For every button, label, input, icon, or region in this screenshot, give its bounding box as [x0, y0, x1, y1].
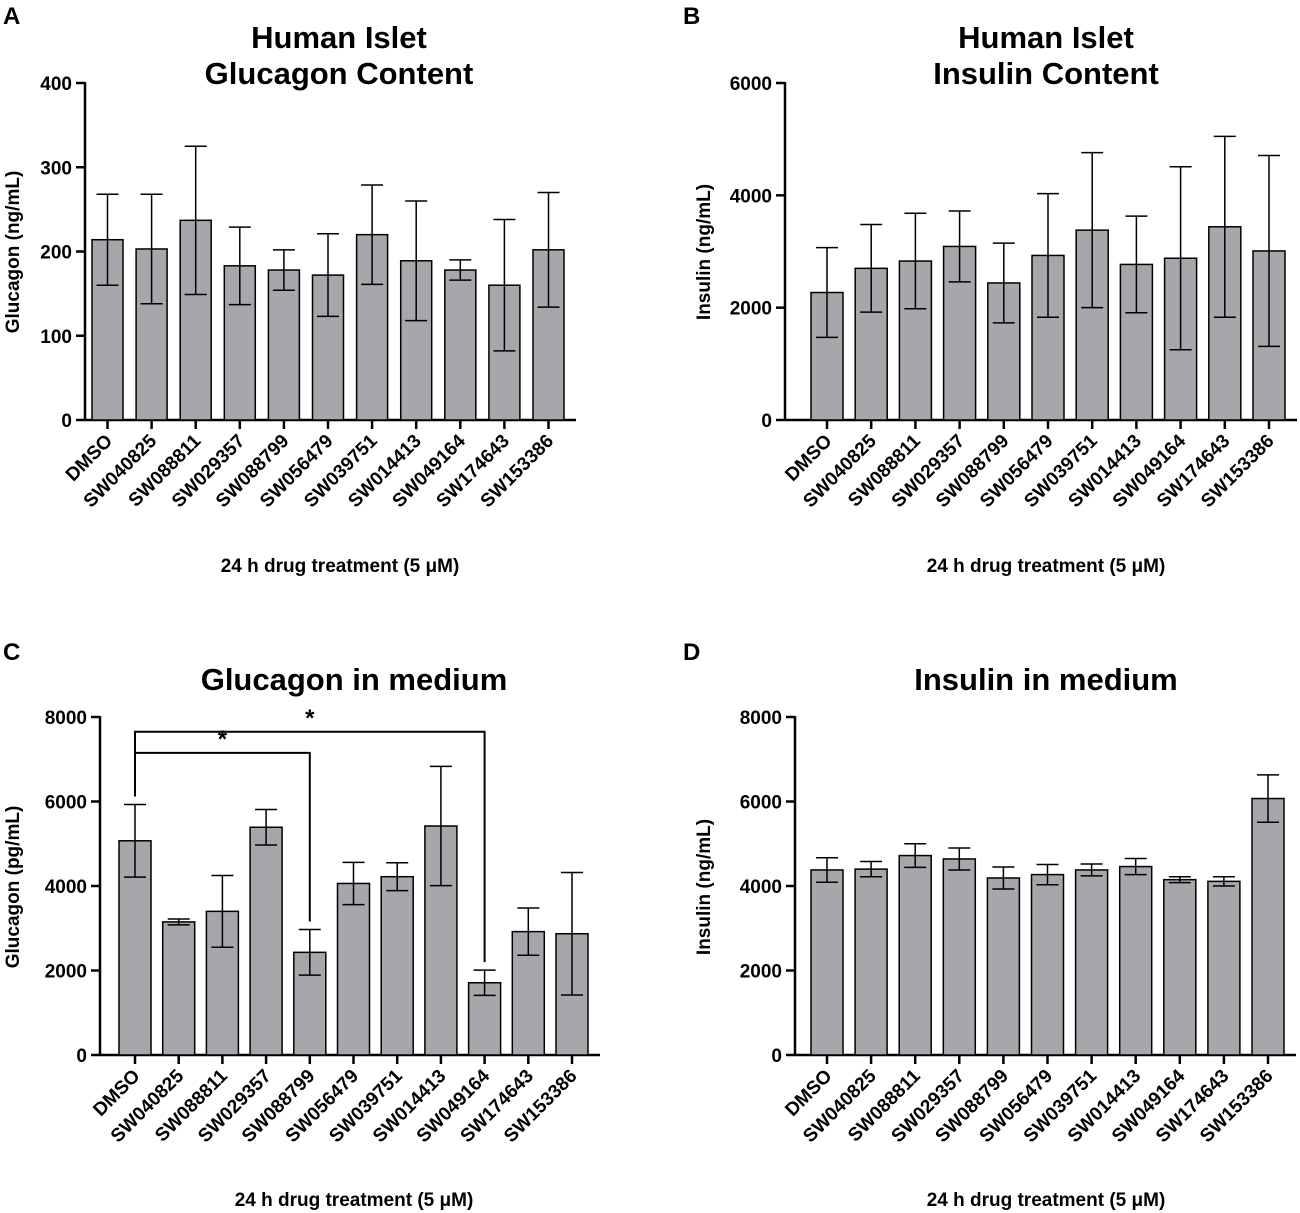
y-tick-label: 200 [40, 243, 72, 264]
bar-sw056479 [336, 882, 371, 1056]
chart-title: Insulin in medium [914, 662, 1178, 697]
y-tick-label: 0 [61, 411, 72, 432]
x-axis-label: 24 h drug treatment (5 μM) [221, 556, 460, 577]
bar-sw056479 [1030, 873, 1065, 1056]
y-tick-label: 0 [771, 1046, 782, 1067]
y-tick-label: 4000 [740, 877, 782, 898]
significance-label: * [218, 726, 228, 753]
y-axis-label: Glucagon (ng/mL) [3, 171, 24, 334]
bar-sw049164 [444, 269, 477, 421]
y-axis-label: Glucagon (pg/mL) [3, 806, 24, 969]
y-tick-label: 2000 [45, 962, 87, 983]
significance-bracket [134, 730, 486, 963]
chart-title: Glucagon Content [205, 56, 474, 91]
bar-sw174643 [1207, 880, 1241, 1056]
bar-sw088811 [898, 854, 932, 1056]
y-tick-label: 6000 [740, 793, 782, 814]
y-tick-label: 300 [40, 158, 72, 179]
significance-label: * [305, 705, 315, 732]
bar-sw040825 [161, 921, 196, 1056]
chart-title: Insulin Content [933, 56, 1159, 91]
y-tick-label: 400 [40, 74, 72, 95]
bar-sw049164 [1163, 878, 1197, 1056]
x-axis-label: 24 h drug treatment (5 μM) [235, 1190, 474, 1211]
bar-sw029357 [249, 826, 283, 1056]
y-axis-label: Insulin (ng/mL) [694, 184, 715, 320]
bar-sw088799 [267, 269, 301, 421]
y-tick-label: 2000 [730, 299, 772, 320]
bar-sw153386 [1251, 797, 1285, 1056]
y-tick-label: 6000 [730, 74, 772, 95]
y-axis-label: Insulin (ng/mL) [694, 819, 715, 955]
x-axis-label: 24 h drug treatment (5 μM) [927, 556, 1166, 577]
y-tick-label: 4000 [45, 877, 87, 898]
bar-sw014413 [1118, 865, 1153, 1056]
y-tick-label: 100 [40, 327, 72, 348]
y-tick-label: 0 [76, 1046, 87, 1067]
bar-sw029357 [942, 858, 977, 1056]
y-tick-label: 4000 [730, 186, 772, 207]
y-tick-label: 2000 [740, 962, 782, 983]
panel-letter: B [683, 3, 700, 30]
y-tick-label: 6000 [45, 793, 87, 814]
bar-sw088799 [986, 877, 1021, 1056]
panel-letter: C [3, 639, 20, 666]
panel-letter: D [683, 639, 700, 666]
y-tick-label: 8000 [740, 708, 782, 729]
bar-sw014413 [424, 825, 458, 1056]
bar-sw039751 [380, 875, 414, 1056]
y-tick-label: 8000 [45, 708, 87, 729]
chart-title: Human Islet [958, 20, 1134, 55]
y-tick-label: 0 [761, 411, 772, 432]
x-axis-label: 24 h drug treatment (5 μM) [927, 1190, 1166, 1211]
chart-title: Human Islet [251, 20, 427, 55]
bar-sw040825 [854, 868, 888, 1056]
chart-title: Glucagon in medium [201, 662, 508, 697]
bar-sw039751 [1074, 869, 1109, 1056]
panel-letter: A [3, 3, 20, 30]
bar-dmso [810, 869, 844, 1056]
